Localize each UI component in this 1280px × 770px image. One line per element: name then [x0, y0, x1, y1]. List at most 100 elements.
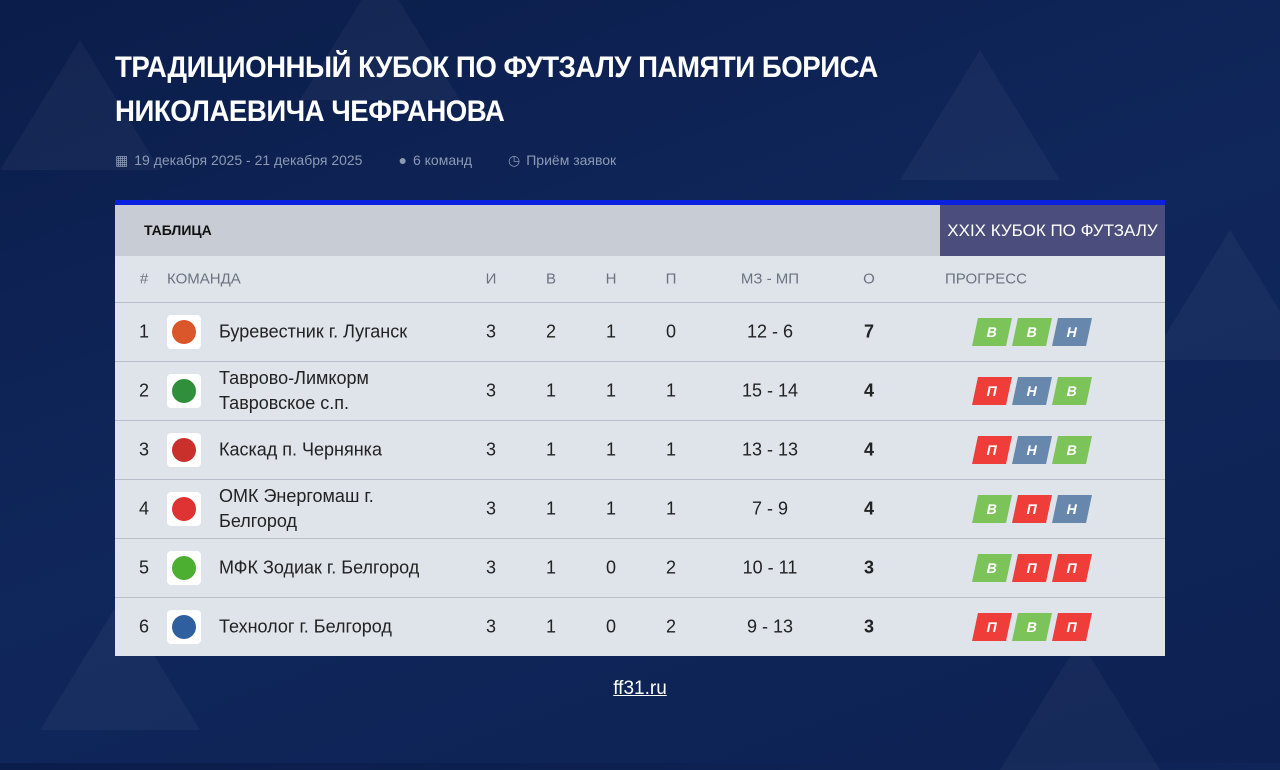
won: 1: [545, 616, 557, 637]
team-logo: [167, 610, 201, 644]
position: 5: [138, 557, 150, 578]
col-won: В: [545, 270, 557, 288]
table-header: ТАБЛИЦА XXIX КУБОК ПО ФУТЗАЛУ: [115, 205, 1165, 256]
form-badge[interactable]: П: [972, 436, 1012, 464]
position: 3: [138, 439, 150, 460]
team-name[interactable]: ОМК Энергомаш г. Белгород: [219, 486, 374, 531]
team-logo: [167, 492, 201, 526]
draw: 0: [605, 557, 617, 578]
form-badge[interactable]: П: [1052, 554, 1092, 582]
form-badge[interactable]: П: [1052, 613, 1092, 641]
col-points: О: [863, 270, 875, 288]
team-logo: [167, 433, 201, 467]
goals: 13 - 13: [741, 439, 799, 460]
form-badge[interactable]: В: [972, 554, 1012, 582]
points: 4: [863, 498, 875, 519]
played: 3: [485, 321, 497, 342]
table-label: ТАБЛИЦА: [144, 222, 212, 238]
played: 3: [485, 616, 497, 637]
team-logo: [167, 315, 201, 349]
goals: 7 - 9: [751, 498, 789, 519]
tournament-meta: ▦ 19 декабря 2025 - 21 декабря 2025 ● 6 ко…: [115, 152, 616, 169]
form-badge[interactable]: В: [1052, 436, 1092, 464]
col-played: И: [485, 270, 497, 288]
goals: 10 - 11: [742, 557, 798, 578]
form-badge[interactable]: П: [972, 613, 1012, 641]
points: 7: [863, 321, 875, 342]
form-badge[interactable]: В: [1052, 377, 1092, 405]
points: 3: [863, 616, 875, 637]
status: ◷ Приём заявок: [508, 152, 617, 168]
won: 1: [545, 498, 557, 519]
points: 4: [863, 439, 875, 460]
dates: ▦ 19 декабря 2025 - 21 декабря 2025: [115, 152, 363, 168]
col-pos: #: [139, 270, 149, 288]
won: 1: [545, 557, 557, 578]
tournament-tab[interactable]: XXIX КУБОК ПО ФУТЗАЛУ: [940, 205, 1165, 256]
team-name[interactable]: Технолог г. Белгород: [219, 616, 392, 637]
table-row[interactable]: 2 Таврово-Лимкорм Тавровское с.п. 3 1 1 …: [115, 361, 1165, 420]
goals: 9 - 13: [746, 616, 794, 637]
team-logo: [167, 551, 201, 585]
lost: 1: [665, 498, 677, 519]
col-progress: ПРОГРЕСС: [945, 270, 1027, 288]
team-name[interactable]: Таврово-Лимкорм Тавровское с.п.: [219, 368, 369, 413]
goals: 12 - 6: [746, 321, 794, 342]
draw: 0: [605, 616, 617, 637]
team-name[interactable]: Каскад п. Чернянка: [219, 439, 382, 460]
col-draw: Н: [605, 270, 617, 288]
team-name[interactable]: Буревестник г. Луганск: [219, 321, 408, 342]
col-team: КОМАНДА: [167, 270, 241, 288]
played: 3: [485, 380, 497, 401]
form-badge[interactable]: П: [972, 377, 1012, 405]
lost: 0: [665, 321, 677, 342]
played: 3: [485, 557, 497, 578]
teams-count: ● 6 команд: [398, 152, 473, 168]
lost: 2: [665, 616, 677, 637]
col-goals: МЗ - МП: [740, 270, 800, 288]
won: 1: [545, 380, 557, 401]
team-logo: [167, 374, 201, 408]
position: 4: [138, 498, 150, 519]
site-link[interactable]: ff31.ru: [613, 678, 667, 699]
table-row[interactable]: 4 ОМК Энергомаш г. Белгород 3 1 1 1 7 - …: [115, 479, 1165, 538]
clock-icon: ◷: [508, 152, 521, 168]
won: 1: [545, 439, 557, 460]
form-badge[interactable]: П: [1012, 554, 1052, 582]
table-row[interactable]: 1 Буревестник г. Луганск 3 2 1 0 12 - 6 …: [115, 302, 1165, 361]
col-lost: П: [665, 270, 677, 288]
users-icon: ●: [398, 152, 407, 168]
draw: 1: [605, 380, 617, 401]
points: 4: [863, 380, 875, 401]
team-name[interactable]: МФК Зодиак г. Белгород: [219, 557, 420, 578]
table-row[interactable]: 6 Технолог г. Белгород 3 1 0 2 9 - 13 3 …: [115, 597, 1165, 656]
draw: 1: [605, 321, 617, 342]
goals: 15 - 14: [741, 380, 799, 401]
form-badge[interactable]: В: [1012, 613, 1052, 641]
form-badge[interactable]: П: [1012, 495, 1052, 523]
position: 2: [138, 380, 150, 401]
lost: 2: [665, 557, 677, 578]
column-headers: # КОМАНДА И В Н П МЗ - МП О ПРОГРЕСС: [115, 256, 1165, 302]
standings-table: ТАБЛИЦА XXIX КУБОК ПО ФУТЗАЛУ # КОМАНДА …: [115, 200, 1165, 656]
form-badge[interactable]: В: [972, 318, 1012, 346]
position: 6: [138, 616, 150, 637]
accent-bar: [115, 200, 1165, 205]
played: 3: [485, 439, 497, 460]
table-row[interactable]: 5 МФК Зодиак г. Белгород 3 1 0 2 10 - 11…: [115, 538, 1165, 597]
position: 1: [138, 321, 150, 342]
form-badge[interactable]: В: [1012, 318, 1052, 346]
form-badge[interactable]: Н: [1012, 436, 1052, 464]
lost: 1: [665, 439, 677, 460]
form-badge[interactable]: В: [972, 495, 1012, 523]
draw: 1: [605, 498, 617, 519]
table-row[interactable]: 3 Каскад п. Чернянка 3 1 1 1 13 - 13 4 П…: [115, 420, 1165, 479]
form-badge[interactable]: Н: [1052, 318, 1092, 346]
form-badge[interactable]: Н: [1052, 495, 1092, 523]
form-badge[interactable]: Н: [1012, 377, 1052, 405]
